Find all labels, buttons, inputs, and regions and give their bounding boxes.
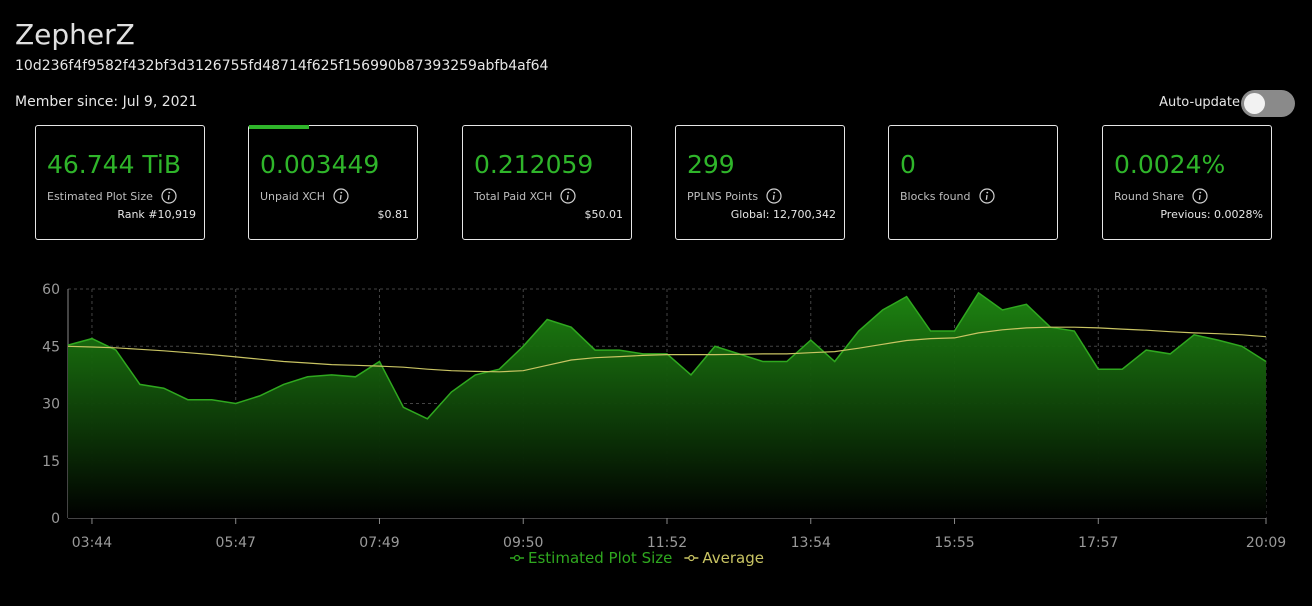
series-line	[67, 326, 1267, 373]
legend-icon-dot	[688, 554, 695, 562]
stat-label: Blocks found	[900, 188, 995, 204]
info-icon[interactable]	[560, 188, 576, 204]
x-tick-label: 20:09	[1246, 535, 1286, 551]
stat-label-text: Blocks found	[900, 189, 971, 203]
y-tick-label: 60	[42, 282, 60, 298]
x-tick-label: 11:52	[647, 535, 687, 551]
x-tick-label: 05:47	[216, 535, 256, 551]
stat-sub: Global: 12,700,342	[730, 208, 836, 221]
legend-icon-dot	[513, 554, 521, 562]
legend-label: Average	[702, 549, 764, 567]
stat-value: 0.212059	[474, 150, 594, 179]
stat-label: Estimated Plot Size	[47, 188, 177, 204]
stat-card: 46.744 TiB Estimated Plot Size Rank #10,91…	[35, 125, 205, 240]
stat-label-text: Estimated Plot Size	[47, 189, 153, 203]
stat-sub: $50.01	[584, 208, 624, 221]
series-line	[67, 291, 1267, 420]
stat-card: 0 Blocks found	[888, 125, 1058, 240]
y-tick-label: 45	[42, 339, 60, 355]
info-icon[interactable]	[978, 188, 995, 204]
info-icon[interactable]	[766, 188, 782, 204]
x-tick-label: 13:54	[791, 535, 831, 551]
info-icon[interactable]	[1192, 188, 1208, 204]
x-tick-label: 17:57	[1078, 535, 1118, 551]
auto-update-toggle[interactable]	[1241, 90, 1295, 117]
info-icon[interactable]	[333, 188, 349, 204]
stat-label: Total Paid XCH	[474, 188, 576, 204]
stat-card: 0.003449 Unpaid XCH $0.81	[248, 125, 418, 240]
stat-value: 0.0024%	[1114, 150, 1226, 179]
stat-label-text: Total Paid XCH	[474, 189, 553, 203]
legend-label: Estimated Plot Size	[528, 549, 672, 567]
miner-name: ZepherZ	[15, 18, 135, 51]
chart: 0 15 30 45 60 03:44 05:47 07:49 09:50 11:52 13:54 1…	[42, 282, 1286, 567]
stat-card: 299 PPLNS Points Global: 12,700,342	[675, 125, 845, 240]
y-tick-label: 0	[51, 511, 60, 527]
x-tick-label: 07:49	[359, 535, 399, 551]
stat-label-text: PPLNS Points	[687, 189, 759, 203]
y-tick-label: 30	[42, 397, 60, 413]
stat-card: 0.0024% Round Share Previous: 0.0028%	[1102, 125, 1272, 240]
auto-update-label: Auto-update	[1159, 95, 1240, 110]
info-icon[interactable]	[161, 188, 177, 204]
toggle-knob	[1244, 93, 1265, 114]
stat-sub: Previous: 0.0028%	[1160, 208, 1263, 221]
stat-label: PPLNS Points	[687, 188, 782, 204]
y-tick-label: 15	[42, 454, 60, 470]
progress-bar	[249, 125, 309, 129]
stat-card: 0.212059 Total Paid XCH $50.01	[462, 125, 632, 240]
stat-label-text: Unpaid XCH	[260, 189, 325, 203]
x-tick-label: 09:50	[503, 535, 543, 551]
x-tick-label: 03:44	[72, 535, 112, 551]
stat-sub: $0.81	[377, 208, 410, 221]
stat-sub: Rank #10,919	[117, 208, 196, 221]
stat-value: 0	[900, 150, 916, 179]
stat-value: 46.744 TiB	[47, 150, 182, 179]
stat-value: 0.003449	[260, 150, 380, 179]
stat-label: Round Share	[1114, 188, 1208, 204]
x-tick-label: 15:55	[934, 535, 974, 551]
member-since: Member since: Jul 9, 2021	[15, 94, 198, 110]
launcher-hash: 10d236f4f9582f432bf3d3126755fd48714f625f…	[15, 58, 549, 74]
area-fill	[68, 292, 1266, 518]
stat-label: Unpaid XCH	[260, 188, 349, 204]
stat-value: 299	[687, 150, 735, 179]
stat-label-text: Round Share	[1114, 189, 1185, 203]
